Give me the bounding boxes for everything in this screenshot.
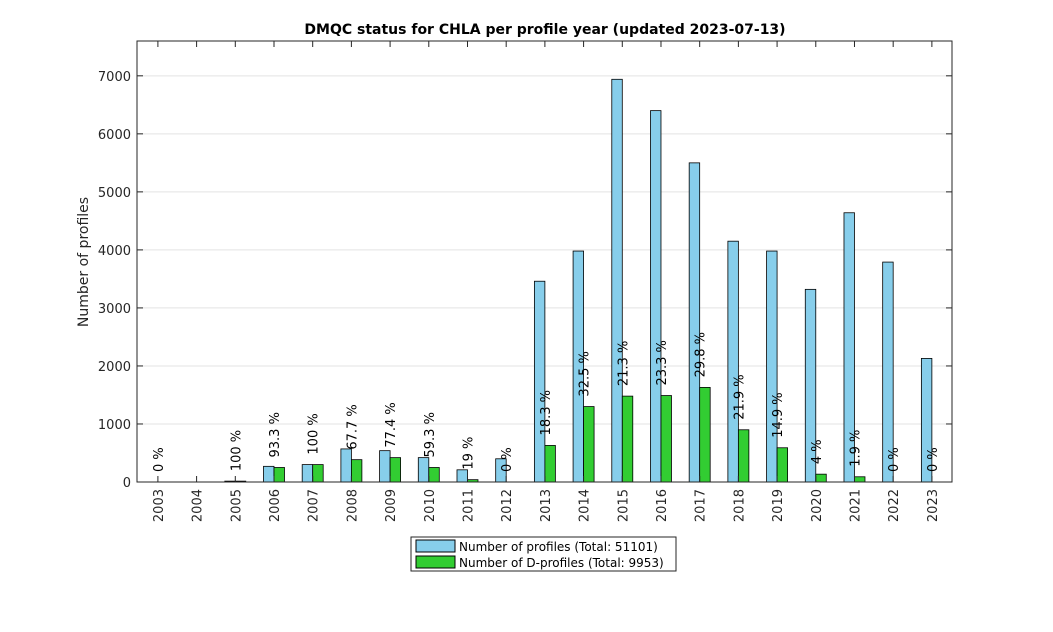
plot-frame (136, 40, 953, 483)
x-tick-label: 2019 (771, 489, 786, 522)
data-label-percent: 21.9 % (732, 374, 747, 419)
x-tick-label: 2016 (655, 489, 670, 522)
data-label-percent: 67.7 % (345, 404, 360, 449)
bar-d-profiles (776, 447, 788, 483)
data-label-percent: 4 % (810, 439, 825, 464)
x-tick-label: 2005 (229, 489, 244, 522)
x-tick-label: 2008 (345, 489, 360, 522)
x-tick-label: 2010 (423, 489, 438, 522)
data-label-percent: 0 % (152, 447, 167, 472)
bar-profiles (766, 250, 778, 483)
x-tick-label: 2022 (887, 489, 902, 522)
data-label-percent: 100 % (229, 430, 244, 471)
tick-labels-group: 0 1000 2000 3000 4000 5000 6000 7000 2003 2004 200… (98, 70, 941, 522)
x-tick-label: 2009 (384, 489, 399, 522)
bar-profiles (301, 464, 314, 483)
data-label-percent: 1.9 % (848, 430, 863, 467)
bar-d-profiles (699, 387, 711, 483)
bar-profiles (263, 465, 275, 483)
x-tick-label: 2003 (152, 489, 167, 522)
x-tick-label: 2020 (810, 489, 825, 522)
bar-d-profiles (312, 464, 324, 483)
y-tick-label: 3000 (98, 302, 131, 317)
bar-profiles (456, 469, 468, 483)
legend: Number of profiles (Total: 51101) Number… (410, 536, 677, 572)
x-tick-label: 2013 (539, 489, 554, 522)
x-tick-label: 2006 (268, 489, 283, 522)
x-tick-label: 2018 (732, 489, 747, 522)
bar-d-profiles (544, 445, 556, 483)
x-tick-label: 2007 (307, 489, 322, 522)
bar-profiles (650, 110, 662, 483)
data-label-percent: 0 % (926, 447, 941, 472)
bar-profiles (688, 162, 701, 483)
x-tick-label: 2017 (694, 489, 709, 522)
data-labels-group: 0 % 100 % 93.3 % 100 % 67.7 % 77.4 % 59.3 % 19 … (152, 332, 941, 472)
x-tick-label: 2023 (926, 489, 941, 522)
bar-d-profiles (273, 467, 285, 483)
bar-profiles (727, 240, 739, 483)
bar-d-profiles (854, 476, 866, 483)
data-label-percent: 19 % (461, 437, 476, 470)
data-label-percent: 59.3 % (423, 412, 438, 457)
axes-group (136, 40, 953, 483)
y-tick-label: 0 (123, 476, 131, 491)
y-tick-label: 1000 (98, 418, 131, 433)
y-axis-label: Number of profiles (76, 197, 92, 327)
x-tick-label: 2021 (848, 489, 863, 522)
bar-profiles (379, 450, 391, 483)
data-label-percent: 32.5 % (578, 351, 593, 396)
bar-d-profiles (350, 459, 363, 483)
data-label-percent: 77.4 % (384, 402, 399, 447)
bar-profiles (340, 448, 352, 483)
bar-d-profiles (583, 406, 595, 483)
bar-d-profiles (621, 395, 634, 483)
x-tick-label: 2015 (616, 489, 631, 522)
data-label-percent: 0 % (500, 447, 515, 472)
bar-profiles (611, 78, 623, 483)
data-label-percent: 100 % (307, 413, 322, 454)
bar-d-profiles (389, 457, 401, 483)
data-label-percent: 18.3 % (539, 390, 554, 435)
legend-swatch-profiles (415, 539, 456, 553)
bar-d-profiles (737, 429, 750, 483)
legend-label-profiles: Number of profiles (Total: 51101) (459, 540, 658, 554)
legend-swatch-d-profiles (415, 555, 456, 569)
chart-title: DMQC status for CHLA per profile year (u… (304, 22, 785, 38)
data-label-percent: 21.3 % (616, 341, 631, 386)
bar-profiles (417, 457, 430, 483)
bar-profiles (533, 280, 546, 483)
legend-label-d-profiles: Number of D-profiles (Total: 9953) (459, 556, 664, 570)
x-tick-label: 2004 (191, 489, 206, 522)
x-tick-label: 2011 (461, 489, 476, 522)
data-label-percent: 14.9 % (771, 392, 786, 437)
x-tick-label: 2014 (578, 489, 593, 522)
data-label-percent: 0 % (887, 447, 902, 472)
y-tick-label: 2000 (98, 360, 131, 375)
bars-group (224, 78, 933, 483)
data-label-percent: 93.3 % (268, 412, 283, 457)
y-tick-label: 4000 (98, 244, 131, 259)
data-label-percent: 23.3 % (655, 340, 670, 385)
y-tick-label: 7000 (98, 70, 131, 85)
bar-d-profiles (815, 473, 827, 483)
bar-d-profiles (428, 467, 440, 483)
y-tick-label: 5000 (98, 186, 131, 201)
x-tick-label: 2012 (500, 489, 515, 522)
bar-d-profiles (660, 395, 672, 483)
data-label-percent: 29.8 % (694, 332, 709, 377)
y-tick-label: 6000 (98, 128, 131, 143)
